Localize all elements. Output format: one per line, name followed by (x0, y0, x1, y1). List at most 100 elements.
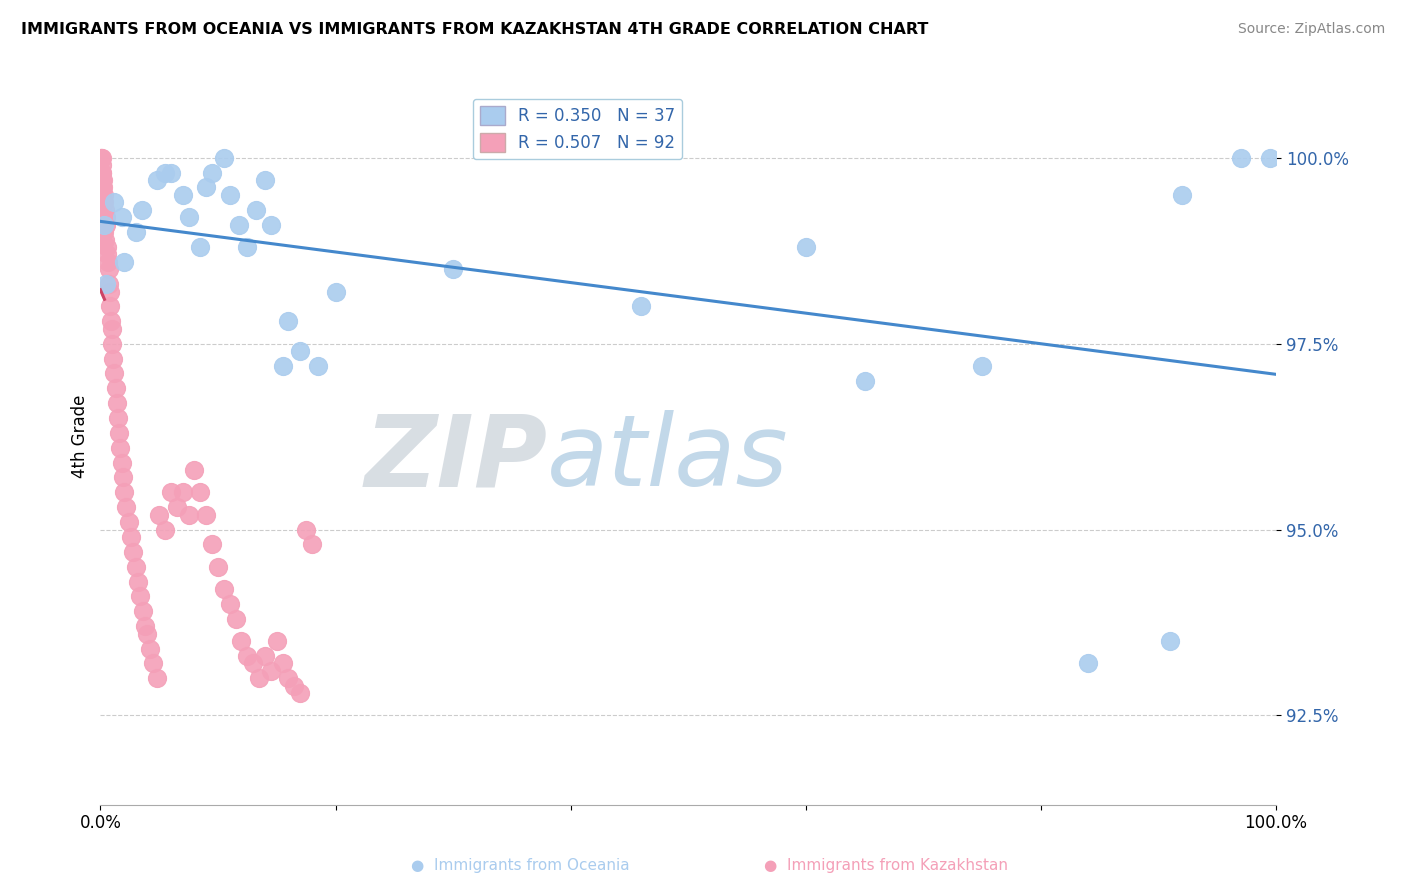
Point (188, 240, 211, 254)
Point (96, 218, 118, 232)
Point (101, 336, 124, 351)
Point (94, 202, 117, 217)
Point (91, 166, 114, 180)
Point (245, 202, 267, 217)
Point (177, 508, 200, 522)
Point (93, 218, 115, 232)
Point (91, 225, 114, 239)
Point (110, 456, 132, 470)
Text: atlas: atlas (547, 410, 789, 508)
Point (307, 359, 329, 373)
Point (325, 285, 347, 299)
Point (236, 648, 259, 663)
Point (630, 300, 652, 314)
Point (90, 211, 112, 225)
Point (108, 425, 131, 440)
Point (183, 463, 205, 477)
Point (111, 470, 134, 484)
Point (1077, 657, 1099, 671)
Point (90, 151, 112, 165)
Point (105, 396, 128, 410)
Point (1171, 188, 1194, 202)
Point (93, 218, 115, 232)
Point (160, 485, 183, 500)
Point (260, 218, 283, 232)
Point (153, 166, 176, 180)
Point (228, 218, 250, 232)
Point (131, 202, 153, 217)
Point (218, 597, 240, 611)
Point (166, 500, 188, 515)
Point (1159, 634, 1181, 648)
Point (188, 485, 211, 500)
Point (124, 225, 146, 239)
Point (90, 151, 112, 165)
Point (290, 344, 312, 359)
Point (242, 657, 264, 671)
Y-axis label: 4th Grade: 4th Grade (72, 395, 89, 478)
Point (127, 574, 149, 589)
Point (90, 180, 112, 194)
Point (90, 151, 112, 165)
Point (96, 247, 118, 261)
Point (91, 173, 114, 187)
Point (247, 671, 270, 685)
Point (110, 441, 132, 455)
Point (177, 211, 200, 225)
Text: ●  Immigrants from Kazakhstan: ● Immigrants from Kazakhstan (763, 858, 1008, 872)
Point (100, 322, 122, 336)
Point (90, 173, 112, 187)
Point (115, 500, 138, 515)
Point (93, 188, 115, 202)
Text: ZIP: ZIP (364, 410, 547, 508)
Point (97, 262, 120, 277)
Point (283, 679, 305, 693)
Point (90, 218, 112, 232)
Point (91, 188, 114, 202)
Point (295, 523, 318, 537)
Point (212, 151, 235, 165)
Point (253, 648, 276, 663)
Point (207, 559, 229, 574)
Point (218, 188, 240, 202)
Point (91, 211, 114, 225)
Point (124, 559, 146, 574)
Point (117, 515, 139, 529)
Point (94, 211, 117, 225)
Point (91, 166, 114, 180)
Point (98, 300, 121, 314)
Point (172, 485, 194, 500)
Point (91, 180, 114, 194)
Point (201, 537, 224, 551)
Point (1258, 151, 1281, 165)
Point (136, 626, 159, 640)
Point (212, 582, 235, 596)
Point (972, 359, 994, 373)
Point (1230, 151, 1253, 165)
Point (98, 285, 121, 299)
Point (90, 173, 112, 187)
Point (104, 381, 127, 395)
Point (112, 485, 135, 500)
Point (91, 225, 114, 239)
Point (794, 240, 817, 254)
Point (131, 604, 153, 618)
Point (103, 195, 125, 210)
Point (90, 158, 112, 172)
Point (260, 664, 283, 678)
Point (277, 671, 299, 685)
Point (142, 657, 165, 671)
Point (107, 411, 129, 425)
Point (96, 240, 118, 254)
Point (266, 634, 288, 648)
Point (112, 255, 135, 269)
Point (146, 671, 169, 685)
Point (100, 314, 122, 328)
Point (148, 508, 170, 522)
Point (231, 634, 253, 648)
Point (90, 195, 112, 210)
Point (441, 262, 464, 277)
Point (129, 590, 152, 604)
Point (146, 173, 169, 187)
Point (301, 537, 323, 551)
